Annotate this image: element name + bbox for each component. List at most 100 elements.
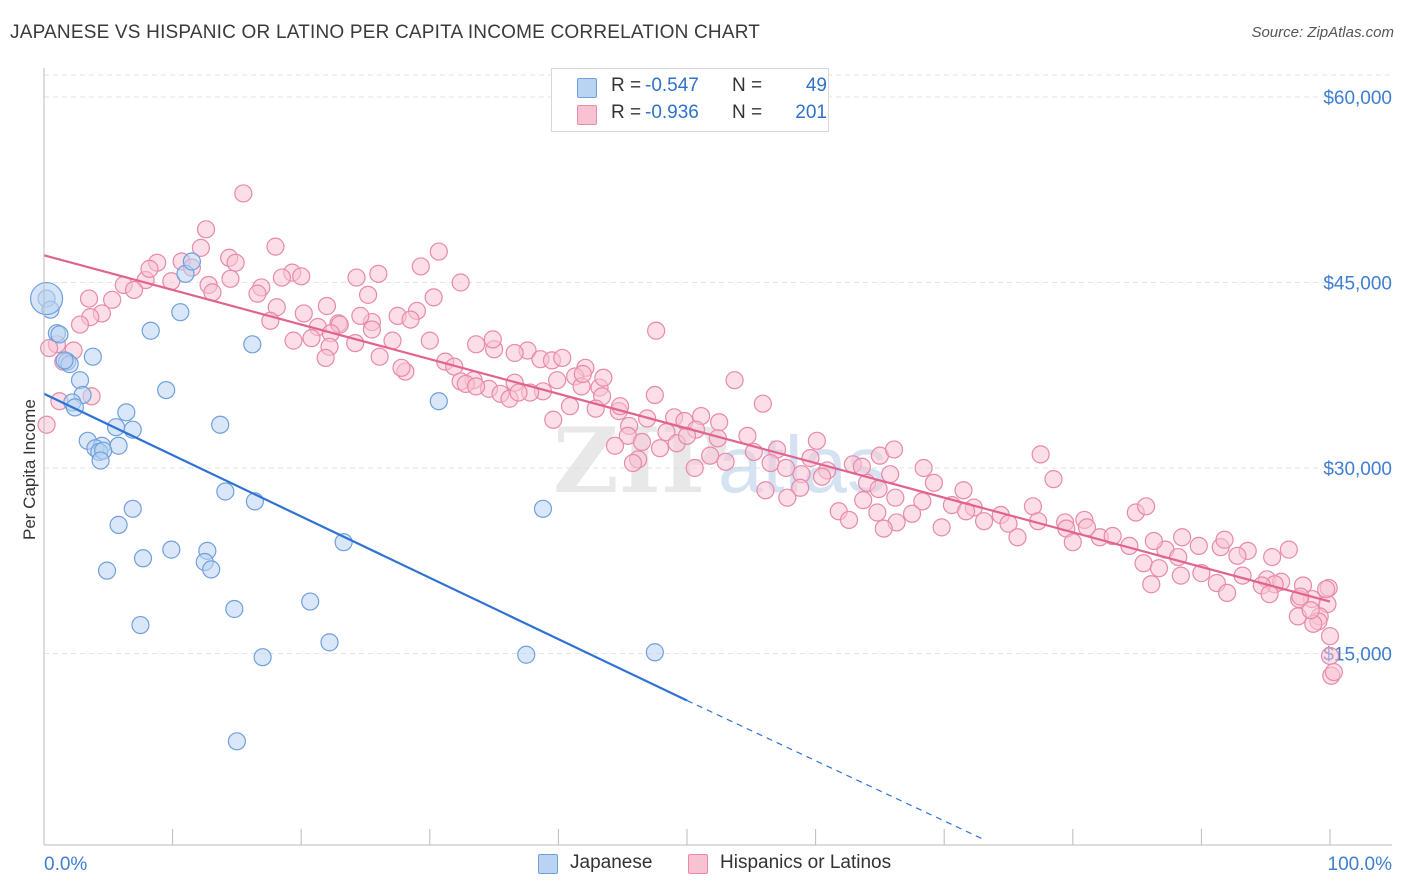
japanese-point (97, 561, 117, 580)
hispanic-point (226, 253, 245, 272)
hispanic-point (370, 347, 389, 366)
hispanic-point (1142, 575, 1161, 594)
hispanic-point (869, 479, 888, 499)
japanese-point (133, 549, 153, 568)
hispanic-point (40, 338, 59, 358)
hispanic-point (650, 439, 670, 458)
japanese-point (123, 499, 142, 518)
japanese-point (202, 560, 221, 579)
hispanic-point (509, 383, 528, 402)
legend-label-japanese: Japanese (570, 852, 653, 873)
hispanic-point (807, 431, 826, 450)
legend-r-value: -0.936 (645, 102, 699, 123)
chart-title: JAPANESE VS HISPANIC OR LATINO PER CAPIT… (10, 22, 761, 43)
japanese-point (55, 351, 74, 370)
hispanic-point (429, 242, 448, 261)
hispanic-point (560, 397, 580, 416)
hispanic-point (1008, 528, 1027, 547)
japanese-point (182, 252, 201, 271)
japanese-point (50, 325, 69, 344)
hispanic-point (103, 290, 122, 309)
legend-r-value: -0.547 (645, 75, 699, 96)
hispanic-point (1279, 540, 1298, 559)
japanese-point (83, 347, 102, 366)
hispanic-point (623, 453, 643, 473)
hispanic-point (1134, 554, 1153, 573)
hispanic-point (234, 184, 253, 203)
hispanic-point (632, 432, 652, 452)
hispanic-point (553, 348, 572, 368)
hispanic-point (881, 465, 900, 484)
hispanic-point (347, 268, 366, 287)
correlation-legend: R = -0.547 N = 49 R = -0.936 N = 201 (551, 68, 829, 132)
y-axis-title: Per Capita Income (20, 399, 39, 540)
hispanic-point (1077, 518, 1097, 537)
hispanic-point (1149, 559, 1169, 578)
legend-r-label: R = (611, 102, 642, 123)
hispanic-point (70, 315, 90, 334)
hispanic-point (756, 481, 775, 500)
japanese-point (162, 540, 181, 559)
hispanic-point (647, 321, 666, 340)
japanese-point (429, 392, 448, 411)
hispanic-trend-line (43, 254, 1331, 603)
hispanic-point (778, 488, 797, 507)
hispanic-point (573, 364, 592, 384)
hispanic-point (753, 394, 772, 413)
hispanic-point (505, 343, 524, 363)
hispanic-point (140, 259, 159, 278)
hispanic-point (424, 288, 443, 307)
japanese-point (109, 515, 128, 534)
japanese-swatch-icon (577, 78, 597, 98)
hispanic-point (974, 512, 994, 531)
japanese-point (157, 380, 176, 400)
hispanic-point (854, 491, 873, 510)
hispanic-point (284, 331, 303, 350)
hispanic-point (1291, 587, 1310, 606)
hispanic-point (302, 329, 321, 348)
hispanic-point (868, 503, 887, 522)
y-tick-label: $45,000 (1323, 274, 1392, 295)
x-tick-label: 0.0% (44, 854, 87, 875)
hispanic-point (1171, 566, 1190, 585)
japanese-point (216, 482, 235, 501)
hispanic-point (1137, 497, 1156, 516)
japanese-point (320, 633, 339, 652)
y-tick-label: $30,000 (1323, 459, 1392, 480)
japanese-point (141, 321, 160, 340)
hispanic-point (594, 368, 613, 387)
hispanic-point (1173, 528, 1192, 547)
hispanic-point (1320, 646, 1340, 666)
japanese-point (645, 643, 664, 662)
hispanic-point (685, 458, 704, 478)
hispanic-point (420, 331, 439, 350)
japanese-point (227, 732, 246, 751)
legend-r-label: R = (611, 75, 642, 96)
legend-label-hispanic: Hispanics or Latinos (720, 852, 892, 873)
japanese-point (301, 592, 320, 611)
hispanic-point (1063, 533, 1082, 552)
hispanic-point (902, 504, 922, 523)
japanese-trend-line (43, 392, 688, 702)
source-credit: Source: ZipAtlas.com (1251, 24, 1394, 41)
japanese-point (117, 403, 136, 422)
hispanic-point (1324, 662, 1343, 682)
hispanic-point (37, 415, 56, 434)
hispanic-point (776, 458, 796, 478)
hispanic-point (1189, 536, 1208, 556)
japanese-point (109, 436, 128, 455)
hispanic-point (196, 220, 216, 239)
legend-n-value: 49 (805, 75, 827, 96)
hispanic-point (924, 473, 944, 492)
hispanic-point (1301, 601, 1320, 620)
hispanic-point (791, 478, 810, 497)
japanese-point (517, 645, 536, 664)
hispanic-point (812, 467, 832, 486)
hispanic-point (645, 385, 664, 405)
hispanic-point (1263, 547, 1282, 567)
japanese-point (91, 451, 110, 470)
hispanic-point (884, 440, 904, 459)
hispanic-point (483, 330, 502, 349)
legend-n-label: N = (732, 102, 763, 123)
